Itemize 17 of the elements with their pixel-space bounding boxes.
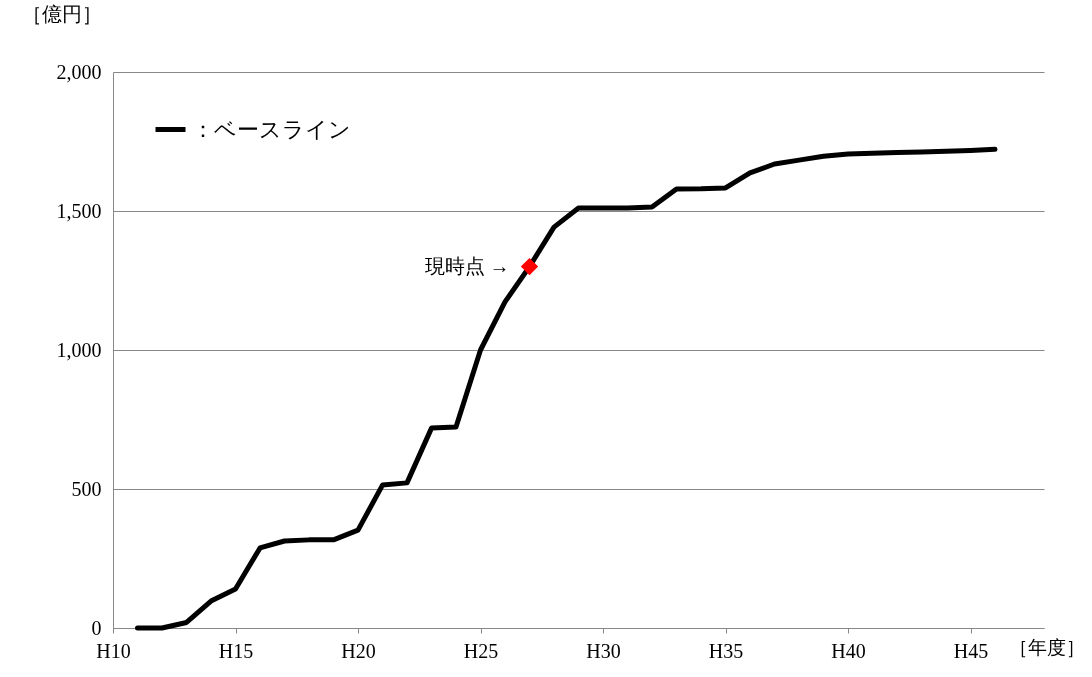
x-tick-label: H45 (953, 639, 989, 662)
y-tick-label: 1,000 (56, 338, 102, 361)
y-tick-label: 2,000 (56, 60, 102, 83)
annotation: 現時点 → (424, 254, 510, 277)
x-tick-label: H35 (708, 639, 744, 662)
y-tick-label: 1,500 (56, 199, 102, 222)
x-tick-label: H20 (341, 639, 376, 662)
y-tick-label: 0 (91, 616, 102, 639)
y-axis-title: ［億円］ (21, 2, 102, 25)
x-tick-label: H40 (831, 639, 866, 662)
x-tick-label: H15 (218, 639, 254, 662)
x-tick-label: H10 (96, 639, 131, 662)
legend-label: ：ベースライン (192, 116, 351, 142)
x-tick-label: H30 (586, 639, 621, 662)
y-tick-label: 500 (71, 477, 102, 500)
x-axis-title: ［年度］ (1008, 636, 1085, 658)
x-tick-label: H25 (463, 639, 499, 662)
